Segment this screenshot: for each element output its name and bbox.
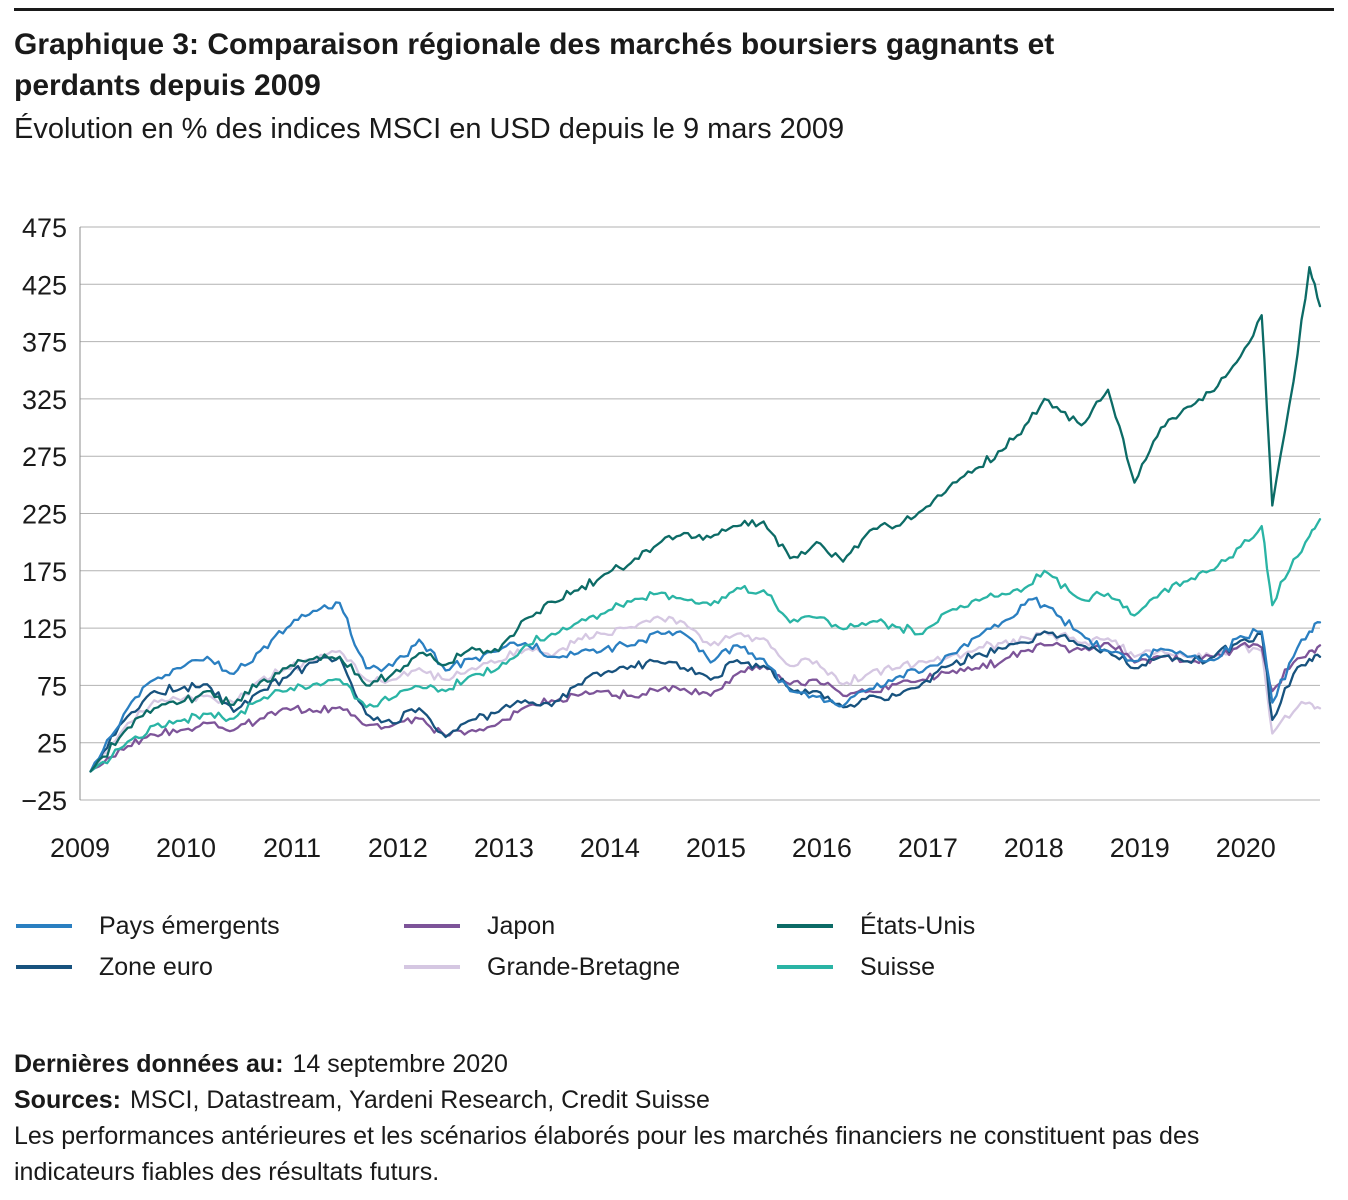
legend-swatch-suisse <box>777 965 833 969</box>
legend-label: Zone euro <box>99 952 213 981</box>
legend-item-japon: Japon <box>404 912 555 940</box>
x-tick-label: 2020 <box>1216 833 1276 863</box>
sources-label: Sources: <box>14 1086 121 1114</box>
sources-line: Sources: MSCI, Datastream, Yardeni Resear… <box>14 1082 1334 1118</box>
series-line-etats-unis <box>89 265 1322 773</box>
x-tick-label: 2014 <box>580 833 640 863</box>
y-tick-label: 25 <box>37 729 67 759</box>
last-data-label: Dernières données au: <box>14 1050 284 1078</box>
last-data-value: 14 septembre 2020 <box>292 1050 508 1078</box>
legend-item-zone-euro: Zone euro <box>16 953 213 981</box>
legend-label: Suisse <box>860 952 936 981</box>
line-chart: −25 25 75 125 175 225 275 325 375 425 475 2009 2010 2… <box>21 213 1322 863</box>
x-tick-label: 2017 <box>898 833 958 863</box>
y-tick-label: 475 <box>22 213 67 243</box>
x-tick-label: 2019 <box>1110 833 1170 863</box>
legend-item-pays-emergents: Pays émergents <box>16 912 280 940</box>
top-divider <box>14 8 1334 11</box>
series-line-suisse <box>89 518 1322 773</box>
legend-item-grande-bretagne: Grande-Bretagne <box>404 953 680 981</box>
last-data-line: Dernières données au: 14 septembre 2020 <box>14 1046 1334 1082</box>
legend-swatch-etats-unis <box>777 924 833 928</box>
y-tick-label: 175 <box>22 557 67 587</box>
series-line-japon <box>89 641 1322 773</box>
disclaimer-line-1: Les performances antérieures et les scén… <box>14 1122 1200 1150</box>
legend-swatch-pays-emergents <box>16 924 72 928</box>
legend-swatch-zone-euro <box>16 965 72 969</box>
chart-subtitle: Évolution en % des indices MSCI en USD d… <box>14 113 845 145</box>
series-line-zone-euro <box>89 630 1322 773</box>
x-tick-label: 2010 <box>156 833 216 863</box>
chart-title-line-2: perdants depuis 2009 <box>14 69 321 102</box>
x-tick-label: 2009 <box>50 833 110 863</box>
y-tick-label: 375 <box>22 328 67 358</box>
series-line-grande-bretagne <box>89 615 1322 773</box>
footnotes: Dernières données au: 14 septembre 2020 S… <box>14 1046 1334 1190</box>
y-tick-label: 425 <box>22 270 67 300</box>
y-tick-label: 275 <box>22 442 67 472</box>
x-tick-label: 2016 <box>792 833 852 863</box>
series-line-pays-emergents <box>89 596 1322 773</box>
disclaimer-line-2: indicateurs fiables des résultats futurs… <box>14 1158 440 1186</box>
legend-item-etats-unis: États-Unis <box>777 912 975 940</box>
legend-label: Grande-Bretagne <box>487 952 681 981</box>
x-tick-label: 2012 <box>368 833 428 863</box>
sources-value: MSCI, Datastream, Yardeni Research, Cred… <box>129 1086 710 1114</box>
chart-title: Graphique 3: Comparaison régionale des m… <box>14 24 1054 106</box>
y-tick-label: 325 <box>22 385 67 415</box>
x-tick-label: 2015 <box>686 833 746 863</box>
y-tick-label: 125 <box>22 614 67 644</box>
x-tick-label: 2013 <box>474 833 534 863</box>
legend-item-suisse: Suisse <box>777 953 935 981</box>
legend-swatch-grande-bretagne <box>404 965 460 969</box>
y-tick-label: 225 <box>22 500 67 530</box>
x-tick-label: 2011 <box>263 833 321 863</box>
chart-title-line-1: Graphique 3: Comparaison régionale des m… <box>14 28 1055 61</box>
legend-label: Japon <box>487 911 556 940</box>
legend-swatch-japon <box>404 924 460 928</box>
chart-legend: Pays émergents Zone euro Japon Grande-Breta… <box>16 912 1332 992</box>
x-tick-label: 2018 <box>1004 833 1064 863</box>
legend-label: Pays émergents <box>99 911 280 940</box>
y-tick-label: 75 <box>37 671 67 701</box>
y-tick-label: −25 <box>21 786 67 816</box>
legend-label: États-Unis <box>860 911 976 940</box>
